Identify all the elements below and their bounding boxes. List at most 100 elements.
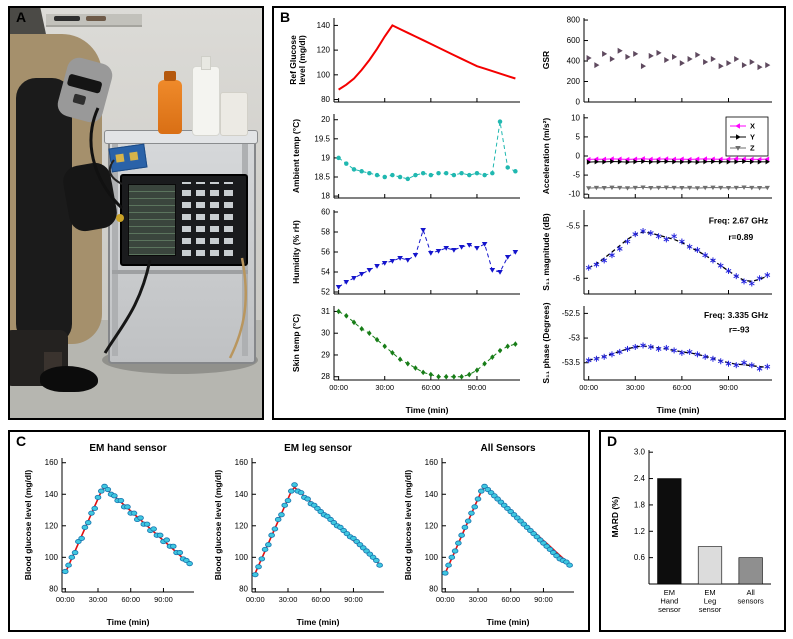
svg-text:52: 52 (321, 288, 330, 297)
svg-text:90:00: 90:00 (468, 383, 487, 392)
svg-text:60:00: 60:00 (421, 383, 440, 392)
photo-marker-2 (86, 16, 106, 21)
svg-text:r=-93: r=-93 (729, 325, 750, 335)
svg-text:EM: EM (664, 588, 675, 597)
panel-c-label: C (16, 433, 27, 449)
svg-text:Ambient temp (°C): Ambient temp (°C) (291, 119, 301, 193)
svg-text:28: 28 (321, 372, 330, 381)
svg-text:60:00: 60:00 (121, 595, 140, 604)
svg-text:00:00: 00:00 (329, 383, 348, 392)
photo-person-top (16, 78, 72, 344)
svg-text:Blood glucose level (mg/dl): Blood glucose level (mg/dl) (403, 470, 413, 581)
svg-text:30:00: 30:00 (375, 383, 394, 392)
svg-text:sensors: sensors (738, 597, 765, 606)
svg-text:Acceleration (m/s²): Acceleration (m/s²) (541, 118, 551, 195)
svg-text:56: 56 (321, 248, 330, 257)
svg-text:X: X (750, 122, 755, 131)
photo-cables (89, 107, 247, 359)
svg-text:Freq: 3.335 GHz: Freq: 3.335 GHz (704, 310, 768, 320)
svg-text:Time (min): Time (min) (487, 617, 530, 627)
panel-b-label: B (280, 9, 291, 25)
svg-text:29: 29 (321, 350, 330, 359)
svg-text:S₁₁ magnitude (dB): S₁₁ magnitude (dB) (541, 213, 551, 291)
chart-em-leg-sensor: EM leg sensor 80 100 120 140 160 Blood glucose… (210, 440, 392, 628)
svg-text:60:00: 60:00 (672, 383, 691, 392)
svg-text:80: 80 (49, 584, 58, 593)
svg-text:00:00: 00:00 (436, 595, 455, 604)
svg-text:Leg: Leg (704, 597, 717, 606)
svg-text:-6: -6 (573, 274, 581, 283)
svg-text:10: 10 (571, 113, 580, 122)
chart-ref-glucose: 80 100 120 140 Ref Glucose level (mg/dl) (288, 14, 528, 110)
photo-vna-keypad (182, 182, 238, 256)
chart-em-hand-sensor: EM hand sensor 80 100 120 140 160 Blood glucos… (20, 440, 202, 628)
panel-d-mard: D 0.6 1.2 1.8 2.4 3.0 MARD (%) EM Hand sensor EM L… (599, 430, 786, 632)
svg-text:19.5: 19.5 (314, 134, 330, 143)
svg-text:80: 80 (429, 584, 438, 593)
svg-text:90:00: 90:00 (154, 595, 173, 604)
svg-text:0.6: 0.6 (634, 553, 646, 562)
svg-text:18: 18 (321, 192, 330, 201)
svg-text:00:00: 00:00 (579, 383, 598, 392)
svg-text:Blood glucose level (mg/dl): Blood glucose level (mg/dl) (213, 470, 223, 581)
svg-text:Y: Y (750, 133, 755, 142)
photo-vna-port (116, 214, 124, 222)
photo-bottle-orange (158, 71, 182, 134)
panel-a-photo: A (8, 6, 264, 420)
svg-text:160: 160 (45, 458, 59, 467)
svg-text:160: 160 (425, 458, 439, 467)
svg-text:level (mg/dl): level (mg/dl) (297, 35, 307, 85)
photo-marker-1 (54, 16, 80, 21)
panel-c-glucose-charts: C EM hand sensor 80 100 120 140 160 Blood gluc… (8, 430, 590, 632)
svg-text:Time (min): Time (min) (406, 405, 449, 415)
svg-text:Time (min): Time (min) (657, 405, 700, 415)
photo-vna-device (116, 174, 248, 266)
svg-text:All: All (746, 588, 755, 597)
svg-text:S₁₁ phase (Degrees): S₁₁ phase (Degrees) (541, 302, 551, 383)
svg-text:0: 0 (576, 152, 581, 161)
svg-text:MARD (%): MARD (%) (610, 496, 620, 537)
chart-mard-bars: 0.6 1.2 1.8 2.4 3.0 MARD (%) EM Hand sensor EM Leg… (607, 440, 779, 628)
photo-bottle-white-pump (201, 56, 211, 70)
svg-text:30:00: 30:00 (279, 595, 298, 604)
svg-text:00:00: 00:00 (56, 595, 75, 604)
svg-text:All Sensors: All Sensors (480, 443, 535, 454)
svg-text:GSR: GSR (541, 51, 551, 69)
svg-text:3.0: 3.0 (634, 448, 646, 457)
chart-s11-magnitude: -6 -5.5 S₁₁ magnitude (dB) Freq: 2.67 GHz r=… (538, 206, 780, 302)
photo-container-white (220, 92, 248, 136)
svg-text:31: 31 (321, 307, 330, 316)
svg-text:1.8: 1.8 (634, 500, 646, 509)
svg-text:100: 100 (425, 553, 439, 562)
svg-text:140: 140 (425, 490, 439, 499)
chart-s11-phase: -53.5 -53 -52.5 S₁₁ phase (Degrees) 00:00 30:… (538, 302, 780, 416)
svg-text:Humidity (% rH): Humidity (% rH) (291, 220, 301, 284)
svg-text:Freq: 2.67 GHz: Freq: 2.67 GHz (709, 215, 769, 225)
svg-text:80: 80 (239, 584, 248, 593)
svg-text:90:00: 90:00 (344, 595, 363, 604)
svg-text:54: 54 (321, 268, 330, 277)
svg-text:5: 5 (576, 132, 581, 141)
svg-text:EM: EM (704, 588, 715, 597)
svg-text:140: 140 (317, 21, 331, 30)
svg-text:90:00: 90:00 (534, 595, 553, 604)
svg-text:-53.5: -53.5 (562, 358, 581, 367)
svg-text:100: 100 (45, 553, 59, 562)
svg-text:800: 800 (567, 16, 581, 25)
svg-text:140: 140 (45, 490, 59, 499)
svg-text:400: 400 (567, 57, 581, 66)
svg-text:200: 200 (567, 77, 581, 86)
svg-text:Time (min): Time (min) (107, 617, 150, 627)
svg-text:120: 120 (317, 46, 331, 55)
svg-text:100: 100 (317, 70, 331, 79)
svg-text:EM hand sensor: EM hand sensor (89, 443, 166, 454)
svg-text:-5: -5 (573, 171, 581, 180)
svg-text:90:00: 90:00 (719, 383, 738, 392)
svg-text:-10: -10 (568, 190, 580, 199)
svg-text:120: 120 (425, 521, 439, 530)
chart-humidity: 52 54 56 58 60 Humidity (% rH) (288, 206, 528, 302)
svg-text:00:00: 00:00 (246, 595, 265, 604)
svg-text:30:00: 30:00 (89, 595, 108, 604)
